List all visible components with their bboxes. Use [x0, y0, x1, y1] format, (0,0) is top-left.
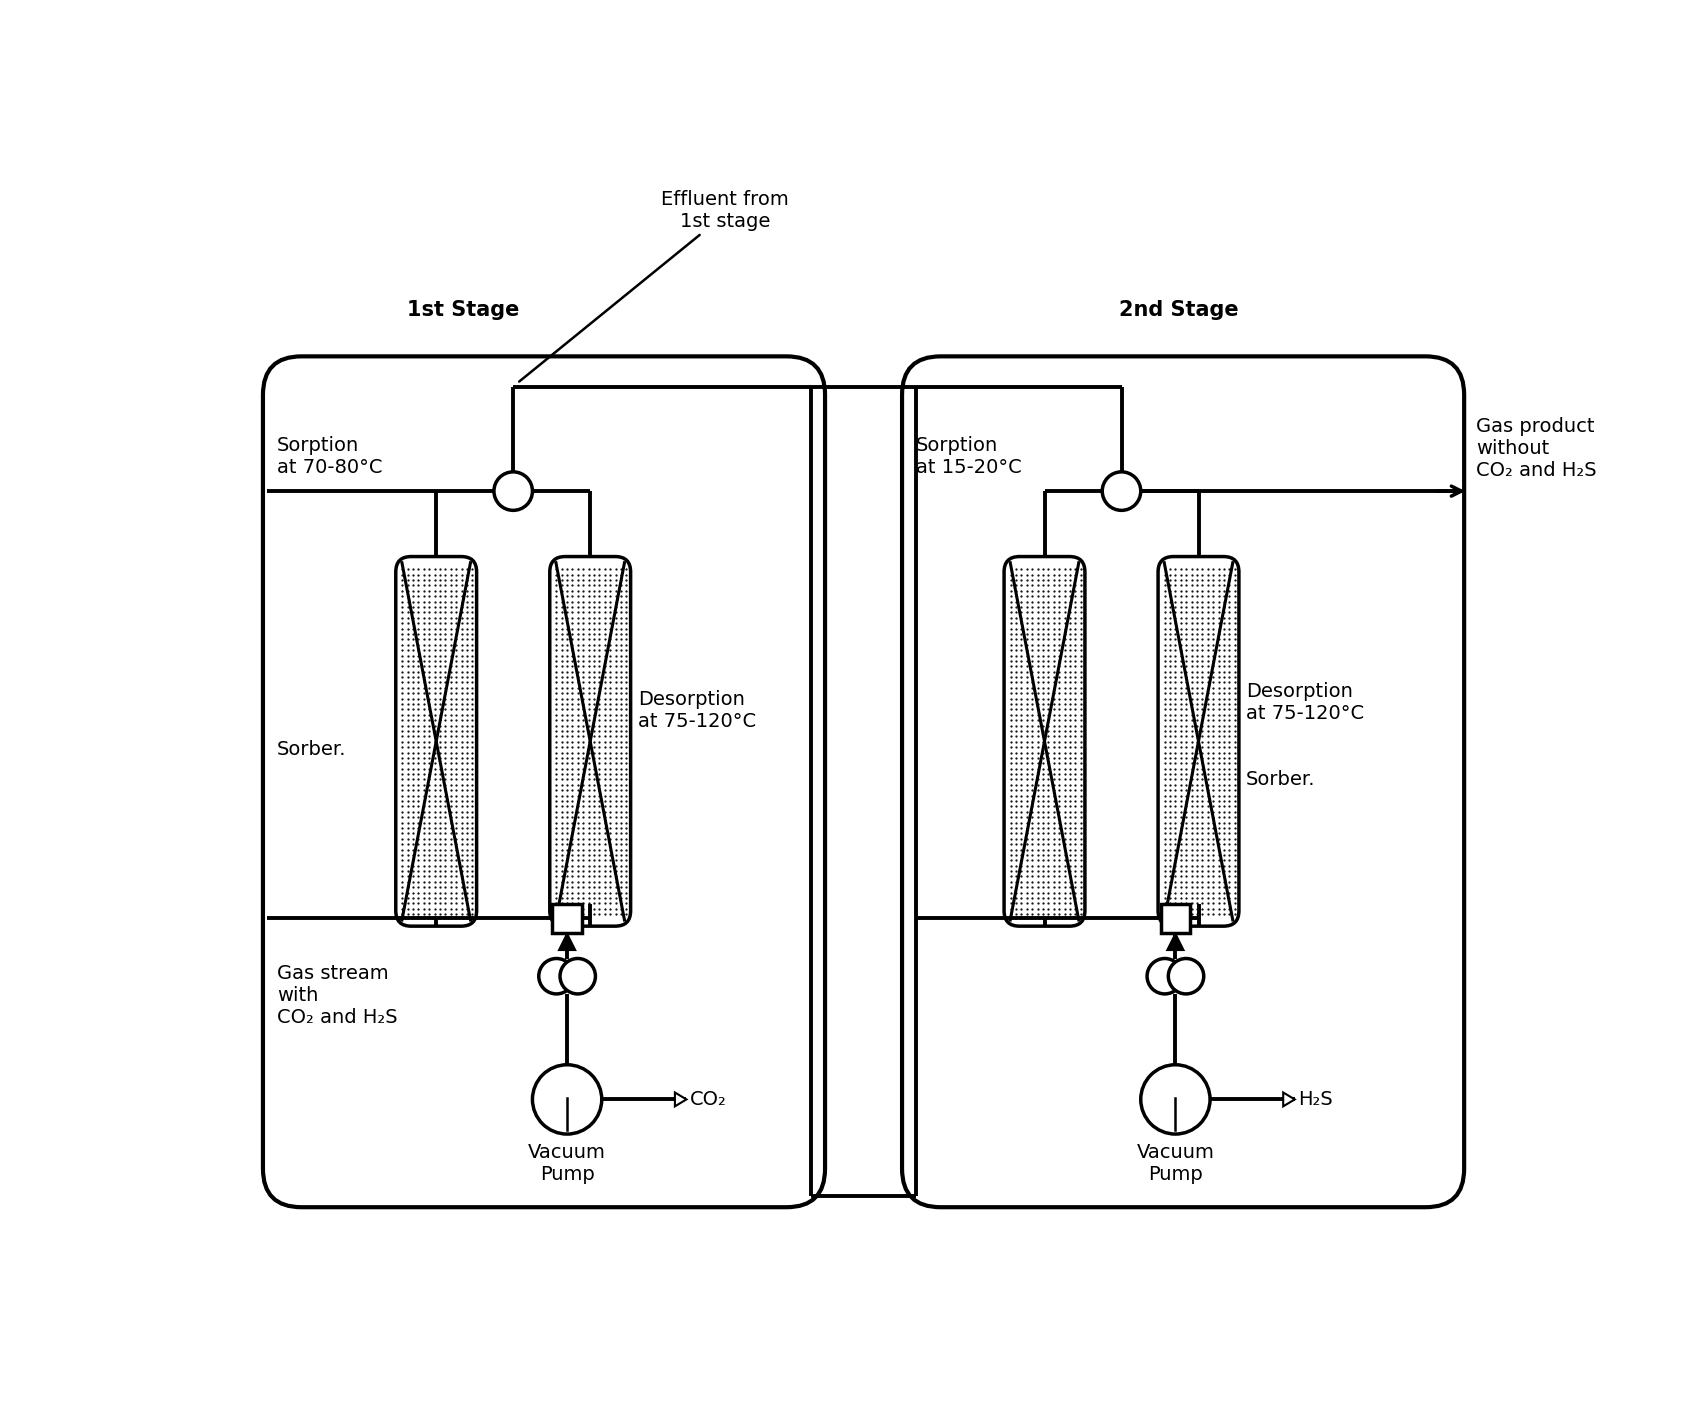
- Circle shape: [532, 1064, 602, 1134]
- FancyBboxPatch shape: [549, 556, 631, 927]
- Circle shape: [539, 959, 575, 994]
- Polygon shape: [559, 934, 575, 951]
- Text: 1st Stage: 1st Stage: [406, 300, 518, 320]
- Bar: [552, 904, 581, 934]
- Text: Gas product
without
CO₂ and H₂S: Gas product without CO₂ and H₂S: [1476, 417, 1596, 480]
- Circle shape: [1148, 959, 1183, 994]
- FancyBboxPatch shape: [1005, 556, 1085, 927]
- Polygon shape: [1168, 934, 1183, 951]
- Text: Desorption
at 75-120°C: Desorption at 75-120°C: [638, 689, 756, 731]
- Text: 2nd Stage: 2nd Stage: [1119, 300, 1239, 320]
- FancyBboxPatch shape: [903, 357, 1464, 1207]
- Text: Effluent from
1st stage: Effluent from 1st stage: [661, 190, 789, 230]
- Text: Sorption
at 70-80°C: Sorption at 70-80°C: [277, 437, 382, 477]
- Polygon shape: [675, 1092, 687, 1106]
- Text: Sorber.: Sorber.: [1246, 771, 1316, 789]
- FancyBboxPatch shape: [1158, 556, 1239, 927]
- Circle shape: [495, 472, 532, 511]
- FancyBboxPatch shape: [264, 357, 824, 1207]
- Text: Vacuum
Pump: Vacuum Pump: [529, 1143, 605, 1185]
- Bar: [1161, 904, 1190, 934]
- Circle shape: [1141, 1064, 1210, 1134]
- FancyBboxPatch shape: [396, 556, 476, 927]
- Polygon shape: [1284, 1092, 1295, 1106]
- Circle shape: [559, 959, 595, 994]
- Text: Sorber.: Sorber.: [277, 740, 347, 758]
- Text: Gas stream
with
CO₂ and H₂S: Gas stream with CO₂ and H₂S: [277, 965, 398, 1026]
- Text: CO₂: CO₂: [690, 1090, 728, 1109]
- Text: Desorption
at 75-120°C: Desorption at 75-120°C: [1246, 682, 1365, 723]
- Text: Vacuum
Pump: Vacuum Pump: [1137, 1143, 1214, 1185]
- Text: Sorption
at 15-20°C: Sorption at 15-20°C: [916, 437, 1022, 477]
- Text: H₂S: H₂S: [1299, 1090, 1333, 1109]
- Circle shape: [1102, 472, 1141, 511]
- Circle shape: [1168, 959, 1204, 994]
